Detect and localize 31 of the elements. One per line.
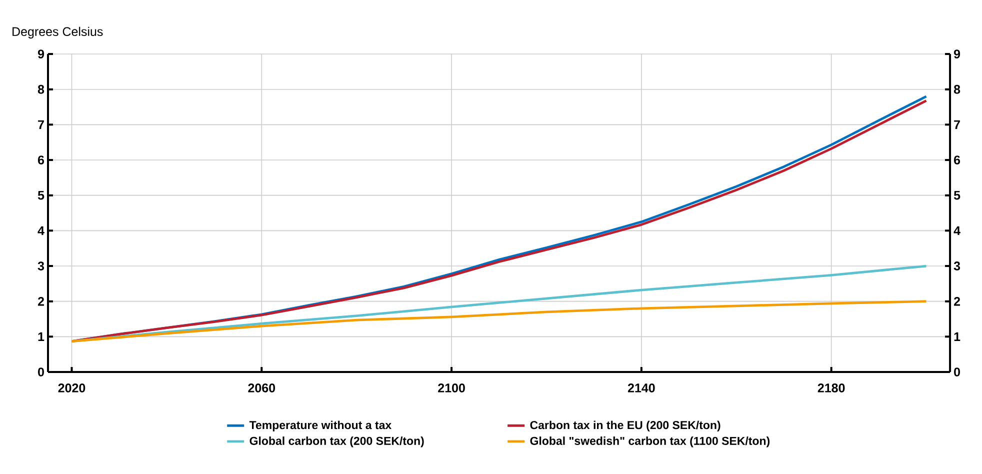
y-tick-label: 5	[38, 190, 44, 200]
y2-tick-label: 3	[954, 262, 960, 270]
y2-tick-label: 9	[954, 50, 960, 58]
y-tick-label: 8	[38, 84, 44, 94]
line-series	[70, 300, 928, 342]
y2-tick-label: 5	[954, 190, 960, 200]
y-tick-label: 6	[38, 156, 44, 164]
y2-tick-label: 2	[954, 296, 960, 306]
y-tick-label: 1	[38, 332, 44, 341]
y2-tick-label: 4	[954, 226, 960, 235]
y-tick-label: 0	[38, 368, 44, 376]
x-tick-label: 2100	[438, 384, 465, 392]
y-tick-label: 7	[38, 120, 44, 129]
x-tick-label: 2140	[628, 384, 655, 392]
legend-label: Global carbon tax (200 SEK/ton)	[250, 436, 424, 448]
y-axis-title: Degrees Celsius	[12, 26, 103, 38]
legend-label: Global "swedish" carbon tax (1100 SEK/ton)	[530, 436, 770, 448]
y-tick-label: 2	[38, 296, 44, 306]
y2-tick-label: 8	[954, 84, 960, 94]
y-tick-label: 3	[38, 262, 44, 270]
x-tick-label: 2020	[58, 384, 86, 392]
y2-tick-label: 6	[954, 156, 960, 164]
y-tick-label: 4	[38, 226, 44, 235]
x-tick-label: 2060	[248, 384, 276, 392]
y-tick-label: 9	[38, 50, 44, 58]
y2-tick-label: 7	[954, 120, 960, 129]
x-tick-label: 2180	[818, 384, 845, 392]
legend-label: Carbon tax in the EU (200 SEK/ton)	[530, 420, 720, 432]
y2-tick-label: 1	[954, 332, 960, 341]
legend-label: Temperature without a tax	[249, 420, 392, 432]
y2-tick-label: 0	[954, 368, 960, 376]
